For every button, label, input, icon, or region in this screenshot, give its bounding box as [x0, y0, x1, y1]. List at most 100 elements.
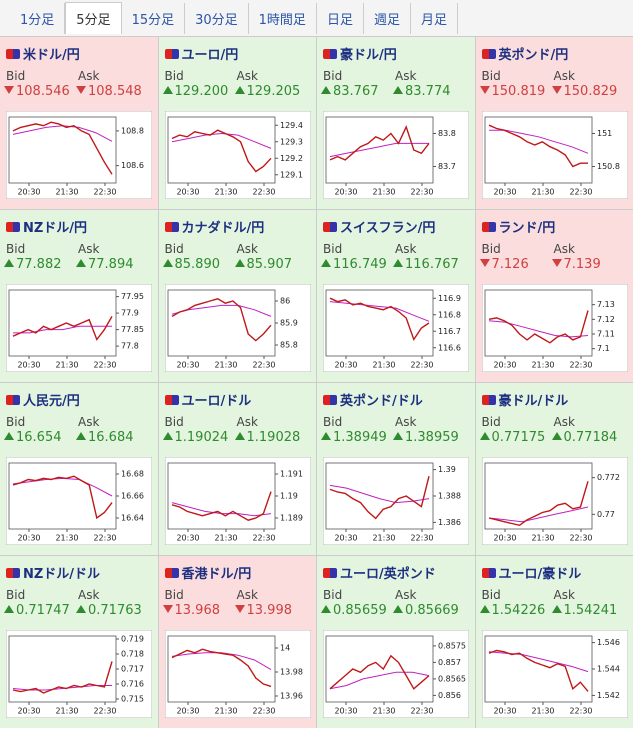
rate-cell[interactable]: ユーロ/ドル Bid Ask 1.19024 1.19028 1.189 1.19 1.191… — [158, 383, 316, 555]
plot-frame — [167, 116, 275, 184]
bid-label: Bid — [164, 242, 184, 256]
flag-icon — [6, 394, 20, 405]
tab[interactable]: 30分足 — [185, 2, 249, 34]
plot-frame — [325, 116, 434, 184]
rate-cell[interactable]: 豪ドル/ドル Bid Ask 0.77175 0.77184 0.77 0.772 20:30… — [475, 383, 633, 555]
pair-label: 英ポンド/円 — [498, 48, 569, 63]
plot-frame — [325, 289, 434, 357]
ask-value: 83.774 — [393, 84, 451, 99]
bid-label: Bid — [323, 588, 343, 602]
price-line — [12, 121, 113, 175]
moving-average — [329, 671, 430, 690]
pair-name: NZドル/ドル — [6, 563, 100, 582]
chart-bg — [481, 457, 628, 545]
x-tick-label: 21:30 — [214, 707, 237, 716]
flag-icon — [481, 567, 496, 578]
rate-cell[interactable]: 英ポンド/ドル Bid Ask 1.38949 1.38959 1.386 1.388 1.3… — [317, 383, 475, 555]
tab[interactable]: 15分足 — [122, 2, 186, 34]
flag-icon — [164, 394, 179, 405]
price-line — [329, 297, 430, 342]
x-tick-label: 21:30 — [531, 707, 554, 716]
x-tick-label: 21:30 — [214, 534, 237, 543]
rate-cell[interactable]: 米ドル/円 Bid Ask 108.546 108.548 108.6 108.8 20:30… — [0, 37, 158, 209]
price-line — [488, 310, 589, 344]
rate-cell[interactable]: 豪ドル/円 Bid Ask 83.767 83.774 83.7 83.8 20:30 21:3… — [317, 37, 475, 209]
y-tick-label: 116.6 — [438, 343, 461, 352]
chart-bg — [164, 457, 311, 545]
tab[interactable]: 5分足 — [65, 2, 122, 34]
rate-cell[interactable]: ユーロ/英ポンド Bid Ask 0.85659 0.85669 0.856 0.8565 0… — [317, 556, 475, 728]
rate-cell[interactable]: ユーロ/円 Bid Ask 129.200 129.205 129.1 129.2 129.3… — [158, 37, 316, 209]
bid-value: 7.126 — [480, 257, 529, 272]
mini-chart: 1.386 1.388 1.39 20:30 21:30 22:30 — [323, 457, 469, 545]
bid-label: Bid — [323, 242, 343, 256]
ask-value: 16.684 — [76, 430, 134, 445]
price-line — [12, 475, 113, 520]
y-tick-label: 1.386 — [438, 518, 461, 527]
bid-label: Bid — [164, 69, 184, 83]
ask-label: Ask — [395, 69, 417, 83]
ask-label: Ask — [236, 69, 258, 83]
x-tick-label: 20:30 — [493, 361, 516, 370]
pair-name: ユーロ/円 — [164, 44, 238, 63]
ask-label: Ask — [78, 415, 100, 429]
rate-cell[interactable]: 人民元/円 Bid Ask 16.654 16.684 16.64 16.66 16.68 20… — [0, 383, 158, 555]
rate-cell[interactable]: 英ポンド/円 Bid Ask 150.819 150.829 150.8 151 20:30 2… — [475, 37, 633, 209]
ask-label: Ask — [236, 588, 258, 602]
tab[interactable]: 1時間足 — [249, 2, 317, 34]
mini-chart: 150.8 151 20:30 21:30 22:30 — [481, 111, 628, 199]
moving-average — [329, 301, 430, 322]
ask-value: 1.19028 — [235, 430, 301, 445]
pair-name: ユーロ/ドル — [164, 390, 252, 409]
ask-value: 0.77184 — [552, 430, 618, 445]
rate-cell[interactable]: NZドル/円 Bid Ask 77.882 77.894 77.8 77.85 77.9 77.… — [0, 210, 158, 382]
flag-icon — [481, 394, 496, 405]
rate-cell[interactable]: NZドル/ドル Bid Ask 0.71747 0.71763 0.715 0.716 0.7… — [0, 556, 158, 728]
y-tick-label: 0.772 — [597, 473, 620, 482]
bid-label: Bid — [164, 415, 184, 429]
pair-label: NZドル/円 — [23, 221, 88, 236]
mini-chart: 0.77 0.772 20:30 21:30 22:30 — [481, 457, 628, 545]
y-tick-label: 7.11 — [597, 330, 615, 339]
y-tick-label: 77.9 — [121, 309, 139, 318]
tab[interactable]: 1分足 — [10, 2, 66, 34]
mini-chart: 0.715 0.716 0.717 0.718 0.719 20:30 21:30 22:30 — [6, 630, 152, 718]
tab[interactable]: 週足 — [364, 2, 411, 34]
plot-frame — [484, 462, 592, 530]
rate-cell[interactable]: スイスフラン/円 Bid Ask 116.749 116.767 116.6 116.7 11… — [317, 210, 475, 382]
chart-bg — [481, 630, 628, 718]
pair-label: ユーロ/ドル — [181, 394, 252, 409]
x-tick-label: 22:30 — [569, 707, 592, 716]
tab[interactable]: 月足 — [411, 2, 458, 34]
tab[interactable]: 日足 — [317, 2, 364, 34]
chart-bg — [481, 284, 628, 372]
y-tick-label: 1.542 — [597, 691, 620, 700]
x-tick-label: 21:30 — [531, 188, 554, 197]
ask-label: Ask — [78, 242, 100, 256]
moving-average — [171, 132, 271, 149]
ask-value: 108.548 — [76, 84, 142, 99]
ask-label: Ask — [395, 242, 417, 256]
y-tick-label: 150.8 — [597, 162, 620, 171]
tab-bar: 1分足 5分足 15分足 30分足 1時間足 日足 週足 月足 — [0, 0, 633, 37]
rate-cell[interactable]: ユーロ/豪ドル Bid Ask 1.54226 1.54241 1.542 1.544 1.5… — [475, 556, 633, 728]
pair-label: 米ドル/円 — [23, 48, 80, 63]
chart-bg — [164, 111, 311, 199]
chart-bg — [481, 111, 628, 199]
y-tick-label: 129.3 — [280, 137, 303, 146]
y-tick-label: 86 — [280, 297, 290, 306]
pair-name: ランド/円 — [481, 217, 555, 236]
ask-label: Ask — [78, 69, 100, 83]
mini-chart: 13.96 13.98 14 20:30 21:30 22:30 — [164, 630, 311, 718]
y-tick-label: 83.7 — [438, 162, 456, 171]
rate-grid: 米ドル/円 Bid Ask 108.546 108.548 108.6 108.8 20:30… — [0, 37, 633, 728]
mini-chart: 16.64 16.66 16.68 20:30 21:30 22:30 — [6, 457, 152, 545]
ask-label: Ask — [78, 588, 100, 602]
x-tick-label: 21:30 — [372, 707, 395, 716]
ask-label: Ask — [553, 588, 575, 602]
rate-cell[interactable]: 香港ドル/円 Bid Ask 13.968 13.998 13.96 13.98 14 20:3… — [158, 556, 316, 728]
rate-cell[interactable]: カナダドル/円 Bid Ask 85.890 85.907 85.8 85.9 86 20:30… — [158, 210, 316, 382]
rate-cell[interactable]: ランド/円 Bid Ask 7.126 7.139 7.1 7.11 7.12 7.13 20:3… — [475, 210, 633, 382]
bid-value: 0.77175 — [480, 430, 546, 445]
x-tick-label: 22:30 — [252, 361, 275, 370]
